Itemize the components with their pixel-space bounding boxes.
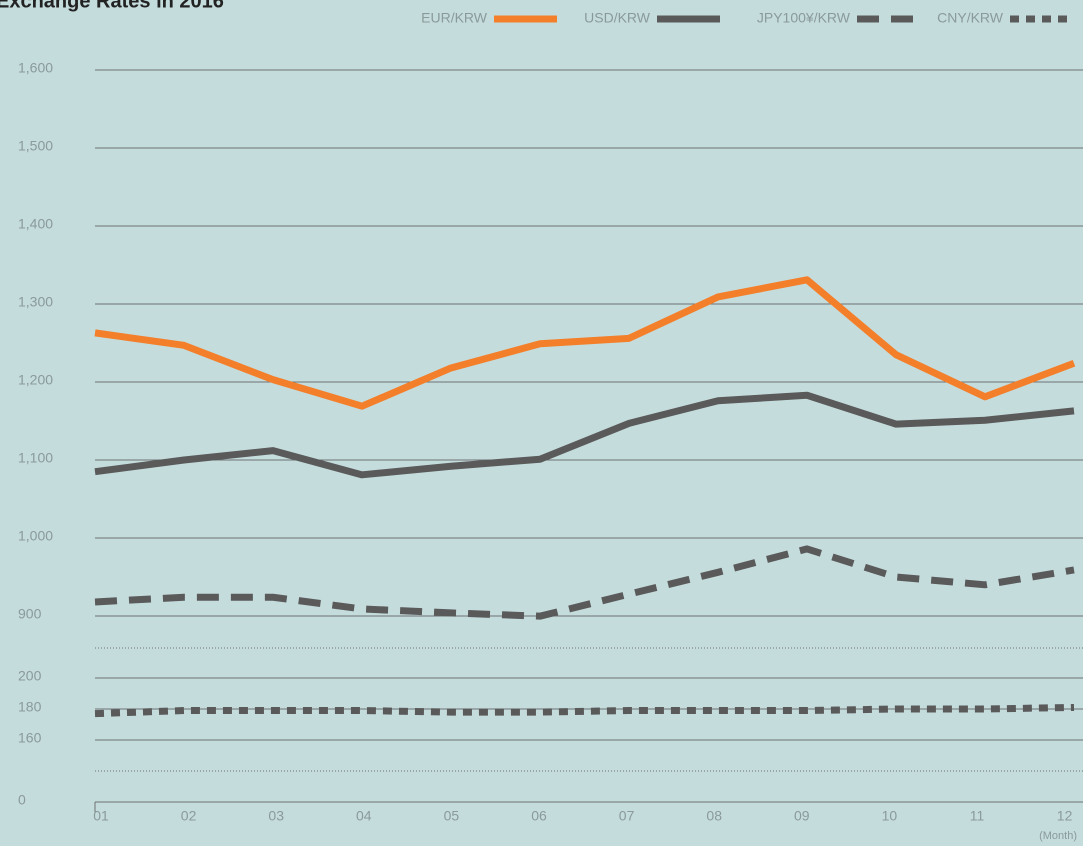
x-tick-label: 10 [882,808,898,824]
series-line [94,545,1075,620]
y-tick-label: 1,600 [18,60,53,76]
series-line [94,276,1076,410]
series-line [94,703,1075,718]
x-tick-label: 03 [268,808,284,824]
x-tick-label: 12 [1057,808,1073,824]
x-tick-label: 11 [970,808,985,824]
x-tick-label: 09 [794,808,810,824]
legend-label: CNY/KRW [937,10,1004,26]
x-tick-label: 06 [531,808,547,824]
legend-label: JPY100¥/KRW [757,10,851,26]
y-tick-label: 200 [18,668,42,684]
y-tick-label: 900 [18,606,42,622]
y-tick-label: 1,300 [18,294,53,310]
series-line [94,391,1075,479]
y-tick-label: 0 [18,792,26,808]
y-tick-label: 1,200 [18,372,53,388]
x-tick-label: 05 [444,808,460,824]
y-tick-label: 1,400 [18,216,53,232]
x-tick-label: 08 [706,808,722,824]
chart-title: Exchange Rates in 2016 [0,0,224,12]
y-tick-label: 180 [18,699,42,715]
legend-label: USD/KRW [584,10,651,26]
y-tick-label: 1,000 [18,528,53,544]
x-tick-label: 07 [619,808,635,824]
y-tick-label: 160 [18,730,42,746]
y-tick-label: 1,100 [18,450,53,466]
legend-label: EUR/KRW [421,10,488,26]
x-tick-label: 04 [356,808,372,824]
y-tick-label: 1,500 [18,138,53,154]
x-axis-label: (Month) [1039,830,1077,842]
x-tick-label: 01 [93,808,109,824]
x-tick-label: 02 [181,808,197,824]
